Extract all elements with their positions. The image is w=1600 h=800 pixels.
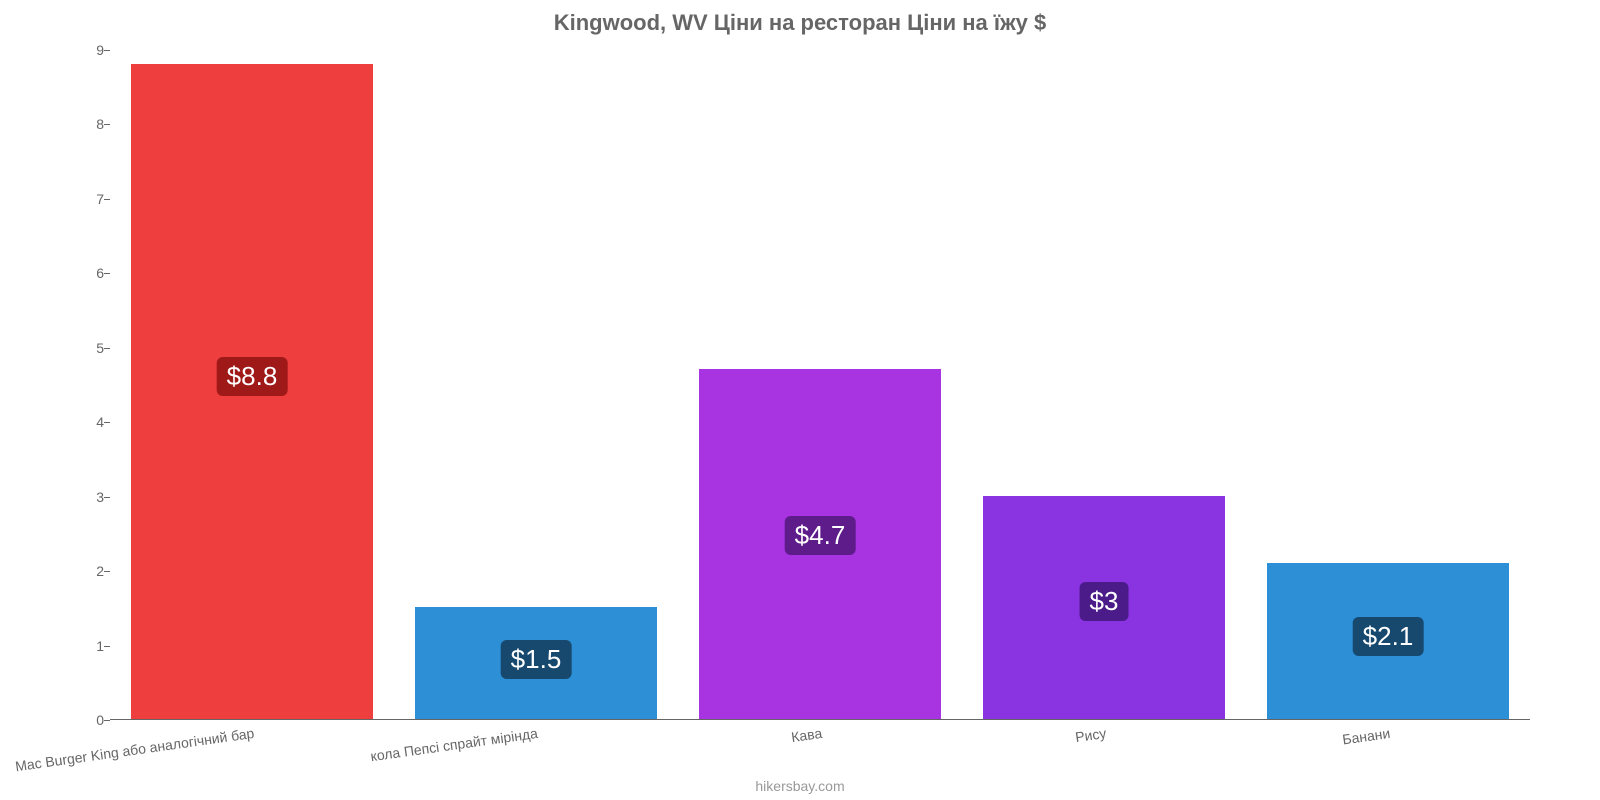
y-tick-mark bbox=[104, 124, 110, 125]
bar: $2.1 bbox=[1267, 563, 1508, 719]
bar: $1.5 bbox=[415, 607, 656, 719]
x-tick-label: Банани bbox=[1341, 725, 1391, 748]
value-badge: $3 bbox=[1080, 582, 1129, 621]
bar: $4.7 bbox=[699, 369, 940, 719]
credit-text: hikersbay.com bbox=[0, 778, 1600, 794]
y-tick-label: 4 bbox=[64, 414, 104, 430]
chart-title: Kingwood, WV Ціни на ресторан Ціни на їж… bbox=[0, 10, 1600, 36]
y-tick-label: 7 bbox=[64, 191, 104, 207]
value-badge: $8.8 bbox=[217, 357, 288, 396]
bar: $8.8 bbox=[131, 64, 372, 719]
bars-container: $8.8 $1.5 $4.7 $3 $2.1 bbox=[110, 50, 1530, 719]
plot-area: $8.8$1.5$4.7$3$2.1 0123456789Mac Burger … bbox=[110, 50, 1530, 720]
y-tick-label: 2 bbox=[64, 563, 104, 579]
y-tick-mark bbox=[104, 422, 110, 423]
y-tick-label: 0 bbox=[64, 712, 104, 728]
y-tick-label: 5 bbox=[64, 340, 104, 356]
y-tick-label: 6 bbox=[64, 265, 104, 281]
y-tick-mark bbox=[104, 571, 110, 572]
y-tick-mark bbox=[104, 348, 110, 349]
y-tick-label: 3 bbox=[64, 489, 104, 505]
value-badge: $4.7 bbox=[785, 516, 856, 555]
value-badge: $1.5 bbox=[501, 640, 572, 679]
bar: $3 bbox=[983, 496, 1224, 719]
y-tick-mark bbox=[104, 720, 110, 721]
y-tick-mark bbox=[104, 646, 110, 647]
x-tick-label: кола Пепсі спрайт мірінда bbox=[370, 725, 539, 764]
y-tick-mark bbox=[104, 273, 110, 274]
value-badge: $2.1 bbox=[1353, 617, 1424, 656]
price-chart: Kingwood, WV Ціни на ресторан Ціни на їж… bbox=[0, 0, 1600, 800]
y-tick-mark bbox=[104, 497, 110, 498]
y-tick-mark bbox=[104, 50, 110, 51]
y-tick-mark bbox=[104, 199, 110, 200]
y-tick-label: 8 bbox=[64, 116, 104, 132]
x-tick-label: Кава bbox=[790, 725, 823, 745]
x-tick-label: Mac Burger King або аналогічний бар bbox=[14, 725, 255, 774]
x-tick-label: Рису bbox=[1074, 725, 1107, 745]
y-tick-label: 1 bbox=[64, 638, 104, 654]
y-tick-label: 9 bbox=[64, 42, 104, 58]
